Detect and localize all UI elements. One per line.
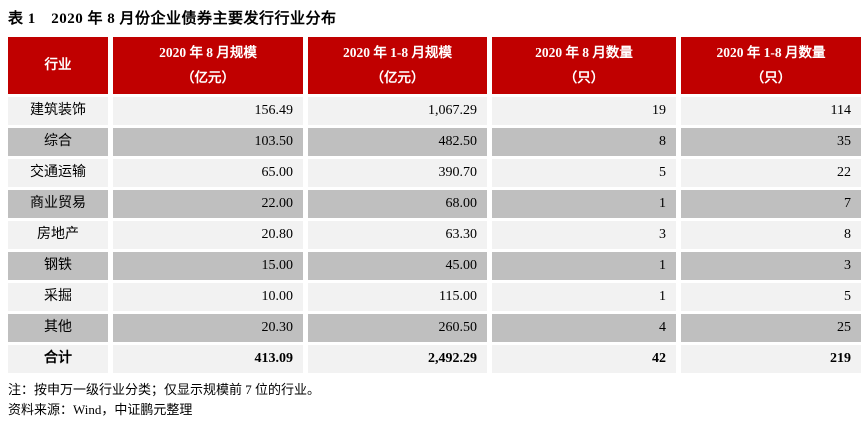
table-cell-ytd-scale: 260.50	[308, 314, 487, 342]
table-cell-aug-count: 3	[492, 221, 676, 249]
table-cell-industry: 综合	[8, 128, 108, 156]
table-note: 注：按申万一级行业分类；仅显示规模前 7 位的行业。	[8, 382, 321, 397]
table-cell-ytd-count: 22	[681, 159, 861, 187]
column-header-unit: （亿元）	[181, 69, 235, 85]
table-cell-ytd-count: 25	[681, 314, 861, 342]
column-header-unit: （亿元）	[370, 69, 425, 85]
column-header-label: 2020 年 8 月数量	[535, 44, 633, 60]
table-cell-total-aug-count: 42	[492, 345, 676, 373]
table-cell-aug-scale: 22.00	[113, 190, 303, 218]
table-cell-ytd-scale: 390.70	[308, 159, 487, 187]
table-cell-ytd-scale: 68.00	[308, 190, 487, 218]
table-cell-ytd-count: 8	[681, 221, 861, 249]
table-cell-industry: 建筑装饰	[8, 97, 108, 125]
column-header-unit: （只）	[750, 69, 792, 85]
table-cell-industry: 商业贸易	[8, 190, 108, 218]
table-cell-aug-scale: 10.00	[113, 283, 303, 311]
column-header-industry: 行业	[8, 37, 108, 94]
table-cell-ytd-count: 114	[681, 97, 861, 125]
column-header-unit: （只）	[563, 69, 605, 85]
table-cell-industry: 其他	[8, 314, 108, 342]
table-cell-aug-scale: 65.00	[113, 159, 303, 187]
table-cell-aug-count: 1	[492, 283, 676, 311]
column-header-aug-scale: 2020 年 8 月规模 （亿元）	[113, 37, 303, 94]
column-header-label: 2020 年 1-8 月规模	[342, 44, 453, 60]
column-header-label: 行业	[44, 57, 72, 73]
table-cell-ytd-scale: 1,067.29	[308, 97, 487, 125]
table-cell-ytd-scale: 63.30	[308, 221, 487, 249]
table-cell-aug-count: 4	[492, 314, 676, 342]
table-cell-aug-scale: 15.00	[113, 252, 303, 280]
column-header-label: 2020 年 1-8 月数量	[716, 44, 826, 60]
table-cell-aug-scale: 20.80	[113, 221, 303, 249]
industry-table: 行业 2020 年 8 月规模 （亿元） 2020 年 1-8 月规模 （亿元）…	[8, 37, 861, 373]
table-cell-aug-count: 8	[492, 128, 676, 156]
table-cell-ytd-scale: 45.00	[308, 252, 487, 280]
table-cell-ytd-count: 35	[681, 128, 861, 156]
table-cell-total-ytd-count: 219	[681, 345, 861, 373]
table-cell-aug-scale: 156.49	[113, 97, 303, 125]
table-cell-ytd-count: 3	[681, 252, 861, 280]
table-cell-ytd-count: 5	[681, 283, 861, 311]
table-cell-ytd-scale: 482.50	[308, 128, 487, 156]
table-cell-industry: 采掘	[8, 283, 108, 311]
column-header-label: 2020 年 8 月规模	[159, 44, 257, 60]
table-cell-aug-scale: 20.30	[113, 314, 303, 342]
table-cell-industry: 钢铁	[8, 252, 108, 280]
table-cell-aug-scale: 103.50	[113, 128, 303, 156]
table-cell-aug-count: 1	[492, 190, 676, 218]
table-footnotes: 注：按申万一级行业分类；仅显示规模前 7 位的行业。 资料来源：Wind，中证鹏…	[8, 380, 860, 420]
table-cell-industry: 交通运输	[8, 159, 108, 187]
table-source: 资料来源：Wind，中证鹏元整理	[8, 402, 193, 418]
column-header-ytd-count: 2020 年 1-8 月数量 （只）	[681, 37, 861, 94]
table-cell-ytd-scale: 115.00	[308, 283, 487, 311]
column-header-ytd-scale: 2020 年 1-8 月规模 （亿元）	[308, 37, 487, 94]
table-cell-total-aug-scale: 413.09	[113, 345, 303, 373]
table-title: 表 1 2020 年 8 月份企业债券主要发行行业分布	[8, 11, 337, 27]
table-cell-ytd-count: 7	[681, 190, 861, 218]
table-cell-aug-count: 19	[492, 97, 676, 125]
table-cell-total-label: 合计	[8, 345, 108, 373]
table-cell-aug-count: 1	[492, 252, 676, 280]
table-cell-total-ytd-scale: 2,492.29	[308, 345, 487, 373]
column-header-aug-count: 2020 年 8 月数量 （只）	[492, 37, 676, 94]
table-cell-industry: 房地产	[8, 221, 108, 249]
table-cell-aug-count: 5	[492, 159, 676, 187]
